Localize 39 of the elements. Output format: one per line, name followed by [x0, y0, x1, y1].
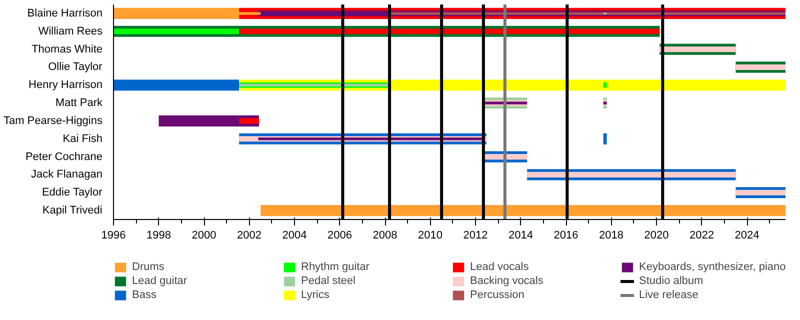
- x-tick-label: 2024: [734, 230, 760, 242]
- x-tick-label: 2016: [554, 230, 578, 242]
- y-tick-label: Kai Fish: [62, 132, 103, 145]
- x-tick-label: 2000: [192, 230, 216, 242]
- legend-label: Lyrics: [301, 289, 330, 301]
- legend-label: Studio album: [639, 275, 704, 287]
- y-tick-label: Eddie Taylor: [42, 186, 103, 199]
- y-tick-label: Jack Flanagan: [30, 168, 103, 181]
- legend-label: Backing vocals: [470, 275, 544, 287]
- x-tick-label: 2002: [237, 230, 262, 242]
- legend-label: Keyboards, synthesizer, piano: [639, 261, 787, 273]
- x-tick-label: 2012: [463, 230, 488, 242]
- legend-label: Bass: [132, 289, 158, 301]
- y-tick-label: Thomas White: [32, 43, 103, 56]
- legend-label: Lead vocals: [470, 261, 530, 273]
- x-tick-label: 1996: [101, 230, 126, 242]
- y-tick-label: Ollie Taylor: [48, 61, 103, 74]
- y-tick-label: William Rees: [38, 25, 103, 38]
- legend-label: Live release: [639, 289, 700, 301]
- x-tick-label: 2010: [418, 230, 443, 242]
- y-tick-label: Henry Harrison: [28, 79, 103, 92]
- legend-label: Drums: [132, 261, 166, 273]
- y-tick-label: Peter Cochrane: [25, 150, 103, 163]
- x-tick-label: 2004: [282, 230, 307, 242]
- y-tick-label: Blaine Harrison: [27, 7, 102, 20]
- x-tick-label: 1998: [146, 230, 171, 242]
- x-tick-label: 2008: [372, 230, 398, 242]
- x-tick-label: 2006: [328, 230, 352, 242]
- y-tick-label: Matt Park: [55, 97, 103, 110]
- x-tick-label: 2018: [599, 230, 624, 242]
- y-tick-label: Tam Pearse-Higgins: [3, 114, 103, 127]
- legend-label: Rhythm guitar: [301, 261, 370, 273]
- x-tick-label: 2020: [644, 230, 669, 242]
- legend-label: Pedal steel: [301, 275, 356, 287]
- x-tick-label: 2022: [690, 230, 714, 242]
- y-tick-label: Kapil Trivedi: [42, 204, 102, 217]
- x-tick-label: 2014: [508, 230, 534, 242]
- legend-label: Percussion: [470, 289, 526, 301]
- legend-label: Lead guitar: [132, 275, 188, 287]
